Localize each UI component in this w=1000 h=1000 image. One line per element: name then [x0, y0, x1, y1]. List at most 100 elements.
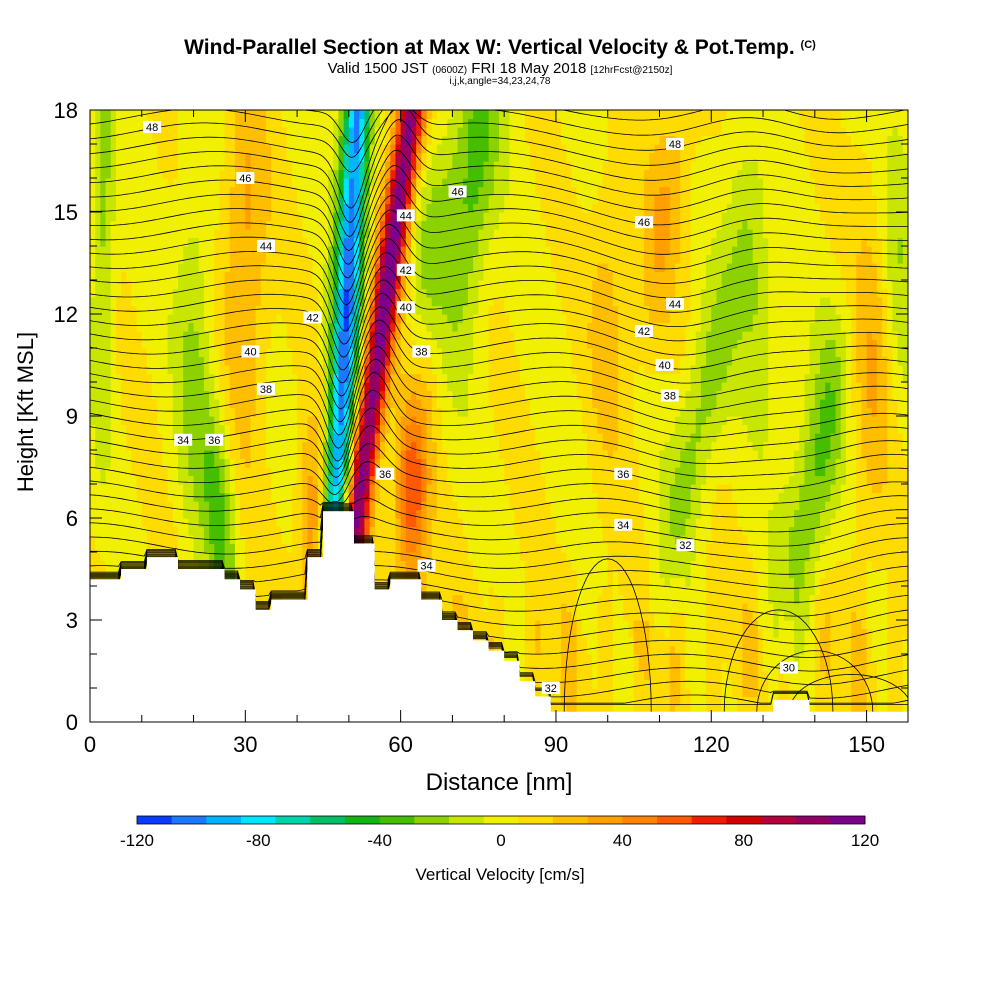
velocity-cell: [214, 280, 226, 290]
velocity-cell: [731, 356, 769, 366]
velocity-cell: [426, 161, 433, 171]
theta-label-bg: [614, 467, 633, 480]
velocity-cell: [302, 212, 329, 222]
velocity-cell: [95, 263, 112, 273]
theta-label: 40: [241, 345, 260, 358]
velocity-cell: [882, 339, 888, 349]
velocity-cell: [897, 416, 908, 426]
theta-label-bg: [541, 682, 560, 694]
velocity-cell: [675, 467, 697, 477]
velocity-cell: [348, 492, 355, 502]
velocity-cell: [643, 509, 661, 519]
velocity-cell: [706, 654, 743, 664]
velocity-cell: [297, 186, 329, 196]
velocity-cell: [612, 620, 630, 630]
velocity-cell: [447, 169, 469, 179]
velocity-cell: [374, 458, 381, 468]
velocity-cell: [312, 280, 324, 290]
velocity-cell: [405, 424, 422, 434]
velocity-cell: [266, 390, 298, 400]
velocity-cell: [706, 637, 743, 647]
velocity-cell: [374, 484, 381, 494]
velocity-cell: [172, 297, 205, 307]
colorbar-swatch: [137, 816, 173, 824]
colorbar-swatch: [206, 816, 242, 824]
velocity-cell: [317, 305, 324, 315]
velocity-cell: [416, 178, 422, 188]
velocity-cell: [110, 288, 122, 298]
velocity-cell: [612, 577, 619, 587]
velocity-cell: [374, 246, 381, 256]
velocity-cell: [110, 254, 184, 264]
velocity-cell: [897, 424, 908, 434]
velocity-cell: [110, 339, 117, 349]
velocity-cell: [757, 169, 811, 179]
velocity-cell: [214, 416, 221, 426]
velocity-cell: [685, 679, 707, 689]
velocity-cell: [307, 433, 319, 443]
velocity-cell: [374, 152, 381, 162]
velocity-cell: [152, 390, 174, 400]
velocity-cell: [183, 424, 215, 434]
velocity-cell: [431, 526, 464, 536]
velocity-cell: [297, 382, 324, 392]
velocity-cell: [882, 254, 888, 264]
velocity-cell: [788, 526, 816, 536]
velocity-cell: [214, 322, 226, 332]
theta-label-bg: [614, 518, 633, 531]
velocity-cell: [721, 662, 728, 672]
velocity-cell: [400, 543, 407, 553]
velocity-cell: [359, 203, 365, 213]
velocity-cell: [312, 543, 319, 553]
velocity-cell: [348, 288, 355, 298]
velocity-cell: [405, 246, 412, 256]
velocity-cell: [359, 161, 365, 171]
velocity-cell: [338, 399, 345, 409]
velocity-cell: [488, 118, 500, 128]
velocity-cell: [431, 152, 454, 162]
velocity-cell: [90, 467, 101, 477]
velocity-cell: [281, 110, 340, 120]
velocity-cell: [333, 271, 340, 281]
velocity-cell: [649, 560, 661, 570]
velocity-cell: [90, 348, 112, 358]
velocity-cell: [354, 237, 360, 247]
velocity-cell: [421, 475, 428, 485]
velocity-cell: [856, 322, 883, 332]
velocity-cell: [845, 458, 857, 468]
velocity-cell: [234, 492, 241, 502]
velocity-cell: [410, 288, 417, 298]
velocity-cell: [467, 271, 485, 281]
velocity-cell: [183, 407, 210, 417]
velocity-cell: [768, 552, 790, 562]
velocity-cell: [473, 254, 485, 264]
velocity-cell: [234, 569, 246, 579]
velocity-cell: [369, 501, 376, 511]
velocity-cell: [706, 543, 749, 553]
velocity-cell: [100, 195, 107, 205]
velocity-cell: [643, 671, 650, 681]
velocity-cell: [576, 637, 588, 647]
velocity-cell: [426, 535, 433, 545]
colorbar-swatch: [761, 816, 797, 824]
velocity-cell: [203, 322, 215, 332]
colorbar-tick-label: 0: [496, 831, 505, 850]
velocity-cell: [442, 433, 500, 443]
velocity-cell: [426, 348, 443, 358]
theta-label-text: 36: [617, 469, 629, 481]
velocity-cell: [250, 161, 272, 171]
velocity-cell: [887, 407, 899, 417]
velocity-cell: [359, 526, 365, 536]
velocity-cell: [95, 433, 112, 443]
velocity-cell: [592, 679, 598, 689]
velocity-cell: [768, 263, 842, 273]
terrain-profile: [90, 511, 908, 722]
velocity-cell: [348, 229, 355, 239]
velocity-cell: [224, 118, 236, 128]
velocity-cell: [804, 450, 816, 460]
velocity-cell: [851, 688, 868, 698]
velocity-cell: [240, 433, 252, 443]
theta-contour-line: [90, 389, 908, 470]
velocity-cell: [819, 628, 831, 638]
